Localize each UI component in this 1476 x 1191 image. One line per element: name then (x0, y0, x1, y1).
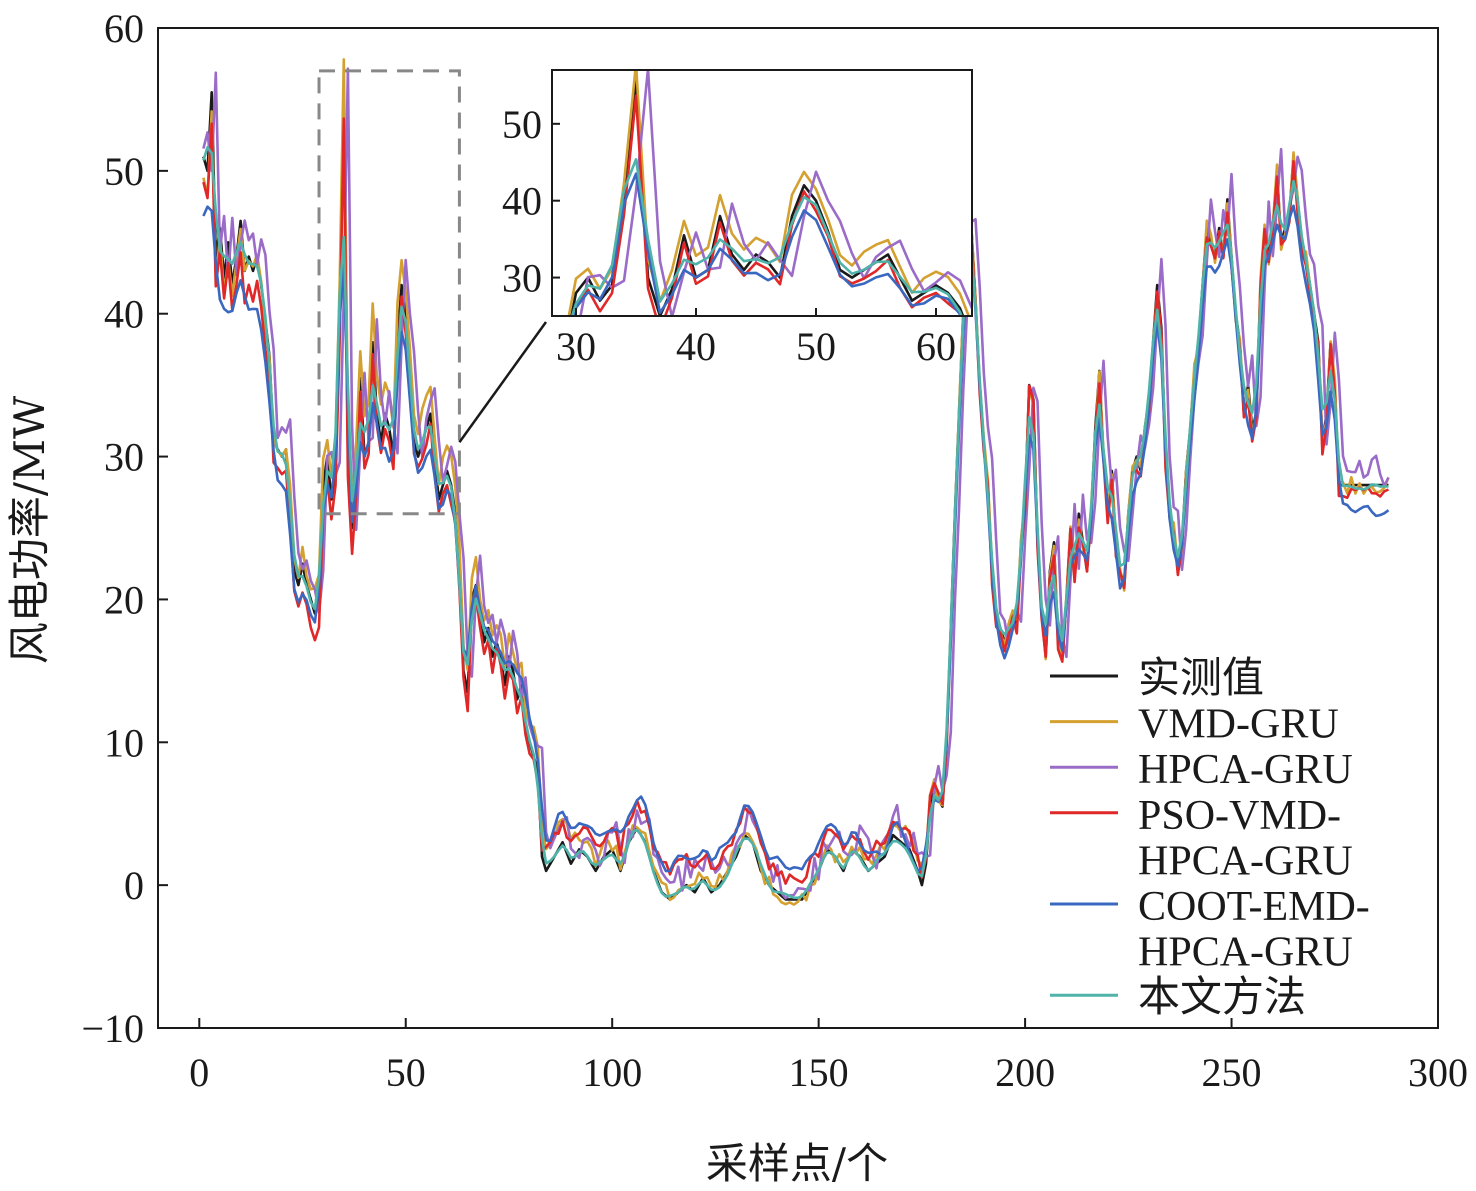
legend-label-5: COOT-EMD- (1138, 884, 1370, 930)
x-tick-label: 100 (582, 1050, 642, 1095)
x-axis-label: 采样点/个 (706, 1139, 888, 1188)
main-plot-area: 0 50 100 150 200 250 300 −10 0 10 20 30 40 50 60 (81, 6, 1468, 1095)
x-tick-label: 150 (789, 1050, 849, 1095)
inset-y-tick-label: 30 (502, 256, 542, 301)
legend-label-4: HPCA-GRU (1138, 838, 1353, 884)
legend-label-1: 实测值 (1138, 655, 1264, 702)
inset-series-line-5 (572, 172, 963, 316)
series-line-6 (202, 146, 1389, 900)
x-tick-label: 0 (189, 1050, 209, 1095)
y-tick-label: 0 (124, 863, 144, 908)
y-tick-label: 10 (104, 720, 144, 765)
zoom-connector (458, 321, 548, 444)
x-tick-label: 300 (1408, 1050, 1468, 1095)
inset-x-tick-label: 40 (676, 324, 716, 369)
zoom-region (317, 69, 548, 516)
y-tick-label: 50 (104, 149, 144, 194)
legend-label-6: 本文方法 (1138, 974, 1306, 1021)
y-tick-label: −10 (81, 1006, 144, 1051)
inset-plot: 30 40 50 60 30 40 50 (502, 69, 973, 369)
legend: 实测值VMD-GRUHPCA-GRUPSO-VMD-HPCA-GRUCOOT-E… (1050, 655, 1370, 1021)
inset-series-line-6 (570, 158, 963, 316)
y-tick-label: 40 (104, 292, 144, 337)
x-tick-label: 50 (386, 1050, 426, 1095)
x-tick-label: 250 (1202, 1050, 1262, 1095)
plot-frame (157, 27, 1439, 1029)
y-axis-label: 风电功率/MW (5, 395, 54, 664)
zoom-region-box (317, 69, 461, 516)
x-tick-label: 200 (995, 1050, 1055, 1095)
y-tick-label: 30 (104, 435, 144, 480)
inset-x-tick-label: 30 (556, 324, 596, 369)
legend-label-3: HPCA-GRU (1138, 747, 1353, 793)
legend-label-5: HPCA-GRU (1138, 930, 1353, 976)
legend-label-2: VMD-GRU (1138, 702, 1339, 748)
inset-x-tick-label: 50 (796, 324, 836, 369)
inset-series-lines (567, 70, 972, 316)
series-lines (202, 58, 1390, 906)
inset-x-tick-label: 60 (916, 324, 956, 369)
y-tick-label: 60 (104, 6, 144, 51)
y-tick-label: 20 (104, 577, 144, 622)
series-line-5 (202, 204, 1390, 873)
legend-label-4: PSO-VMD- (1138, 793, 1341, 839)
inset-y-tick-label: 40 (502, 179, 542, 224)
inset-y-tick-label: 50 (502, 102, 542, 147)
inset-frame (551, 69, 973, 317)
